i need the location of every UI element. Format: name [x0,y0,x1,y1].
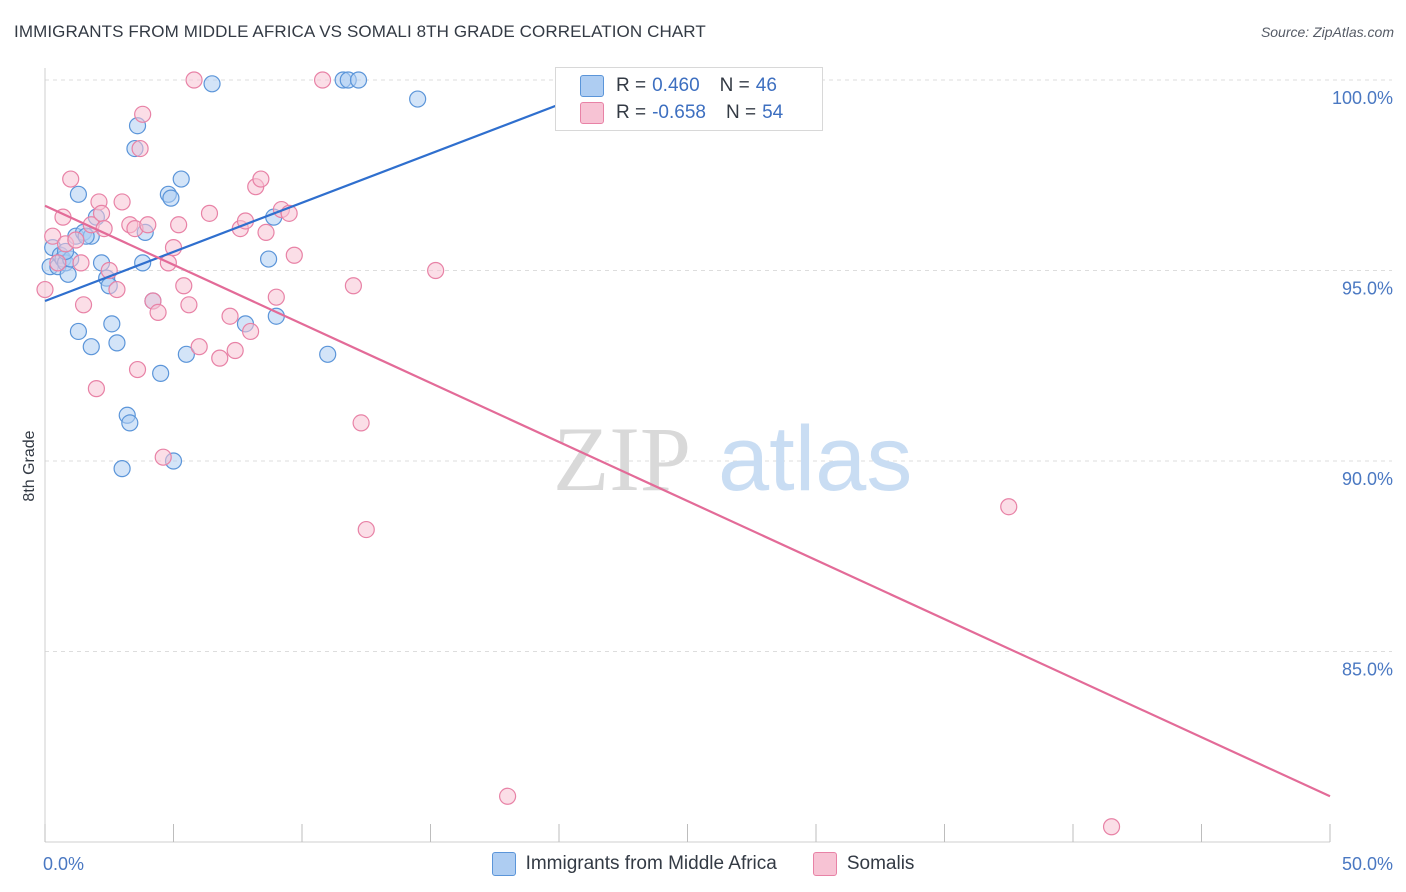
point-somalis [427,261,445,280]
point-middle-africa [82,338,100,356]
legend-swatch-blue [580,75,604,97]
point-somalis [1000,498,1018,516]
point-middle-africa [69,322,88,341]
point-somalis [62,170,80,188]
axes [44,68,1331,843]
y-tick-label: 100.0% [1332,88,1393,108]
stats-legend: R = 0.460 N = 46 R = -0.658 N = 54 [555,67,823,131]
point-somalis [252,170,270,188]
point-somalis [257,223,275,241]
point-somalis [44,227,62,245]
point-middle-africa [172,170,190,188]
legend-item-middle-africa[interactable]: Immigrants from Middle Africa [491,852,777,876]
grid-lines [45,79,1392,652]
x-tick-label: 50.0% [1342,854,1393,874]
point-somalis [190,338,208,356]
point-somalis [87,380,106,398]
legend-r-label: R = [616,102,647,123]
point-middle-africa [177,345,195,363]
point-somalis [357,520,375,539]
point-somalis [131,139,149,158]
legend-n-label: N = [725,102,757,123]
point-somalis [313,71,332,89]
point-middle-africa [69,185,88,203]
point-somalis [67,231,85,249]
chart-title: IMMIGRANTS FROM MIDDLE AFRICA VS SOMALI … [14,22,706,41]
data-points [36,71,1121,836]
trend-line-middle-africa [44,78,624,303]
legend-swatch-pink [812,852,837,876]
point-somalis [95,219,113,238]
point-somalis [74,296,93,314]
point-somalis [149,303,167,322]
point-somalis [49,254,67,272]
source-label: Source: ZipAtlas.com [1260,24,1394,40]
legend-row-somalis: R = -0.658 N = 54 [580,100,783,126]
y-tick-label: 90.0% [1342,469,1393,489]
legend-swatch-pink [580,102,604,124]
point-middle-africa [113,460,131,478]
point-somalis [226,341,244,360]
legend-n-value: 46 [755,75,777,96]
point-somalis [92,204,111,222]
point-somalis [211,349,229,367]
series-legend: Immigrants from Middle Africa Somalis [0,852,1406,876]
point-somalis [242,322,260,341]
watermark-atlas: atlas [718,408,912,510]
point-middle-africa [203,75,221,93]
point-somalis [221,307,239,325]
watermark-zip: ZIP [553,408,691,510]
legend-swatch-blue [491,852,516,876]
legend-n-value: 54 [762,102,784,123]
point-somalis [200,204,219,222]
point-somalis [285,246,303,264]
point-somalis [108,280,126,299]
point-somalis [180,296,198,314]
point-somalis [170,216,188,234]
legend-n-label: N = [719,75,750,96]
point-somalis [1102,818,1121,836]
point-middle-africa [108,334,126,352]
point-middle-africa [259,250,278,268]
point-middle-africa [319,345,337,363]
y-axis-label: 8th Grade [21,430,38,501]
point-middle-africa [152,364,170,382]
y-tick-label: 95.0% [1342,279,1393,299]
point-somalis [499,787,517,805]
legend-r-label: R = [616,75,647,96]
legend-row-middle-africa: R = 0.460 N = 46 [580,73,777,99]
point-somalis [72,254,90,272]
legend-item-somalis[interactable]: Somalis [812,852,915,876]
point-somalis [134,105,152,123]
legend-label-somalis: Somalis [846,853,915,874]
point-somalis [154,448,172,466]
point-somalis [113,193,131,211]
point-middle-africa [409,90,427,108]
point-somalis [175,277,193,295]
point-somalis [267,288,285,306]
trend-line-somalis [44,204,1331,798]
point-somalis [344,277,362,295]
point-middle-africa [103,315,121,333]
point-somalis [352,414,370,432]
point-somalis [128,360,147,379]
tick-labels: 85.0% 90.0% 95.0% 100.0% 0.0% 50.0% [43,88,1393,874]
point-somalis [36,280,54,299]
point-middle-africa [162,189,180,207]
legend-r-value: -0.658 [652,102,706,123]
watermark: ZIP atlas [553,408,912,510]
y-tick-label: 85.0% [1342,660,1393,680]
point-somalis [185,71,203,89]
point-middle-africa [349,71,368,89]
legend-r-value: 0.460 [652,75,700,96]
point-middle-africa [121,414,139,432]
point-somalis [139,216,157,234]
x-tick-label: 0.0% [43,854,84,874]
legend-label-middle-africa: Immigrants from Middle Africa [525,853,777,874]
